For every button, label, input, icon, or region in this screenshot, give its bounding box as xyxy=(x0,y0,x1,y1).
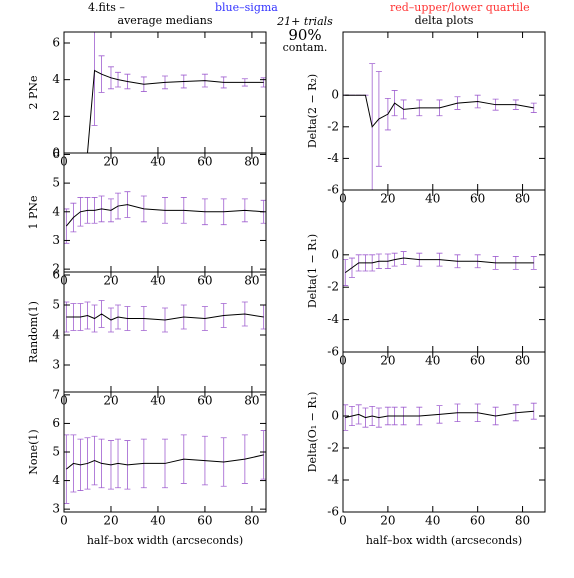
y-tick-label: -4 xyxy=(327,151,339,165)
y-tick-label: 4 xyxy=(52,204,60,218)
x-tick-label: 20 xyxy=(380,354,395,368)
x-tick-label: 40 xyxy=(425,192,440,206)
plot-area xyxy=(84,32,266,153)
panel-frame xyxy=(342,351,546,513)
y-tick-label: 0 xyxy=(52,146,60,160)
y-tick-label: 3 xyxy=(52,233,60,247)
y-axis-label: None(1) xyxy=(27,429,40,474)
x-tick-label: 80 xyxy=(244,514,259,528)
y-tick-label: 2 xyxy=(52,109,60,123)
x-tick-label: 60 xyxy=(470,514,485,528)
x-tick-label: 60 xyxy=(197,394,212,408)
y-tick-label: -6 xyxy=(327,183,339,197)
trials-label: 21+ trials xyxy=(276,15,333,28)
plot-area xyxy=(343,402,537,431)
error-bar xyxy=(530,402,537,420)
y-tick-label: 5 xyxy=(52,445,60,459)
x-tick-label: 20 xyxy=(380,514,395,528)
x-tick-label: 0 xyxy=(339,514,347,528)
x-tick-label: 60 xyxy=(470,354,485,368)
y-tick-label: 6 xyxy=(52,416,60,430)
y-axis-label: Delta(2 − R₂) xyxy=(306,74,319,148)
y-tick-label: -6 xyxy=(327,505,339,519)
plot-area xyxy=(64,430,266,504)
left-title: average medians xyxy=(118,14,213,27)
x-tick-label: 20 xyxy=(103,394,118,408)
x-tick-label: 80 xyxy=(515,514,530,528)
error-bar xyxy=(530,256,537,270)
right-title: delta plots xyxy=(415,14,474,27)
y-axis-label: 2 PNe xyxy=(27,75,40,109)
y-tick-label: -2 xyxy=(327,280,339,294)
error-bar xyxy=(530,102,537,113)
x-tick-label: 80 xyxy=(515,354,530,368)
y-axis-label: Delta(O₁ − R₁) xyxy=(306,392,319,473)
x-tick-label: 40 xyxy=(150,274,165,288)
data-line xyxy=(86,69,264,153)
data-line xyxy=(65,204,264,227)
y-axis-label: Delta(1 − R₁) xyxy=(306,234,319,308)
x-tick-label: 20 xyxy=(103,274,118,288)
x-tick-label: 80 xyxy=(244,394,259,408)
y-tick-label: -2 xyxy=(327,119,339,133)
x-tick-label: 40 xyxy=(150,155,165,169)
y-tick-label: 4 xyxy=(52,473,60,487)
y-tick-label: 6 xyxy=(52,268,60,282)
y-tick-label: 6 xyxy=(52,36,60,50)
y-tick-label: -6 xyxy=(327,345,339,359)
x-tick-label: 60 xyxy=(197,155,212,169)
plot-area xyxy=(64,191,266,244)
x-tick-label: 80 xyxy=(244,274,259,288)
contam-pct: 90% xyxy=(288,26,321,44)
quartile-legend: red–upper/lower quartile xyxy=(390,1,530,14)
data-line xyxy=(345,94,534,128)
x-axis-label: half–box width (arcseconds) xyxy=(366,534,522,547)
y-tick-label: 6 xyxy=(52,147,60,161)
contam-label: contam. xyxy=(283,41,328,54)
plot-area xyxy=(343,63,537,190)
y-tick-label: -2 xyxy=(327,441,339,455)
x-tick-label: 80 xyxy=(244,155,259,169)
x-tick-label: 40 xyxy=(150,514,165,528)
y-tick-label: 5 xyxy=(52,298,60,312)
x-axis-label: half–box width (arcseconds) xyxy=(87,534,243,547)
x-tick-label: 40 xyxy=(425,354,440,368)
y-tick-label: 3 xyxy=(52,358,60,372)
y-tick-label: 0 xyxy=(331,247,339,261)
y-axis-label: Random(1) xyxy=(27,301,40,363)
panel-frame xyxy=(342,31,546,191)
x-tick-label: 0 xyxy=(60,514,68,528)
y-tick-label: -4 xyxy=(327,473,339,487)
data-line xyxy=(345,410,534,419)
data-line xyxy=(66,313,264,321)
x-tick-label: 20 xyxy=(103,514,118,528)
x-tick-label: 40 xyxy=(425,514,440,528)
y-tick-label: 4 xyxy=(52,328,60,342)
y-tick-label: 7 xyxy=(52,387,60,401)
x-tick-label: 20 xyxy=(380,192,395,206)
plot-area xyxy=(64,300,266,333)
x-tick-label: 40 xyxy=(150,394,165,408)
x-tick-label: 60 xyxy=(197,514,212,528)
x-tick-label: 60 xyxy=(470,192,485,206)
x-tick-label: 20 xyxy=(103,155,118,169)
sigma-legend: blue–sigma xyxy=(215,1,278,14)
panel-frame xyxy=(63,391,267,513)
data-line xyxy=(66,454,264,470)
x-tick-label: 80 xyxy=(515,192,530,206)
file-label: 4.fits – xyxy=(88,1,125,14)
plot-area xyxy=(343,251,537,286)
y-tick-label: 0 xyxy=(331,409,339,423)
y-tick-label: 4 xyxy=(52,72,60,86)
y-tick-label: 2 xyxy=(52,262,60,276)
y-tick-label: 3 xyxy=(52,502,60,516)
y-tick-label: -4 xyxy=(327,312,339,326)
x-tick-label: 60 xyxy=(197,274,212,288)
y-tick-label: 5 xyxy=(52,176,60,190)
y-axis-label: 1 PNe xyxy=(27,195,40,229)
y-tick-label: 0 xyxy=(331,88,339,102)
data-line xyxy=(344,257,534,274)
